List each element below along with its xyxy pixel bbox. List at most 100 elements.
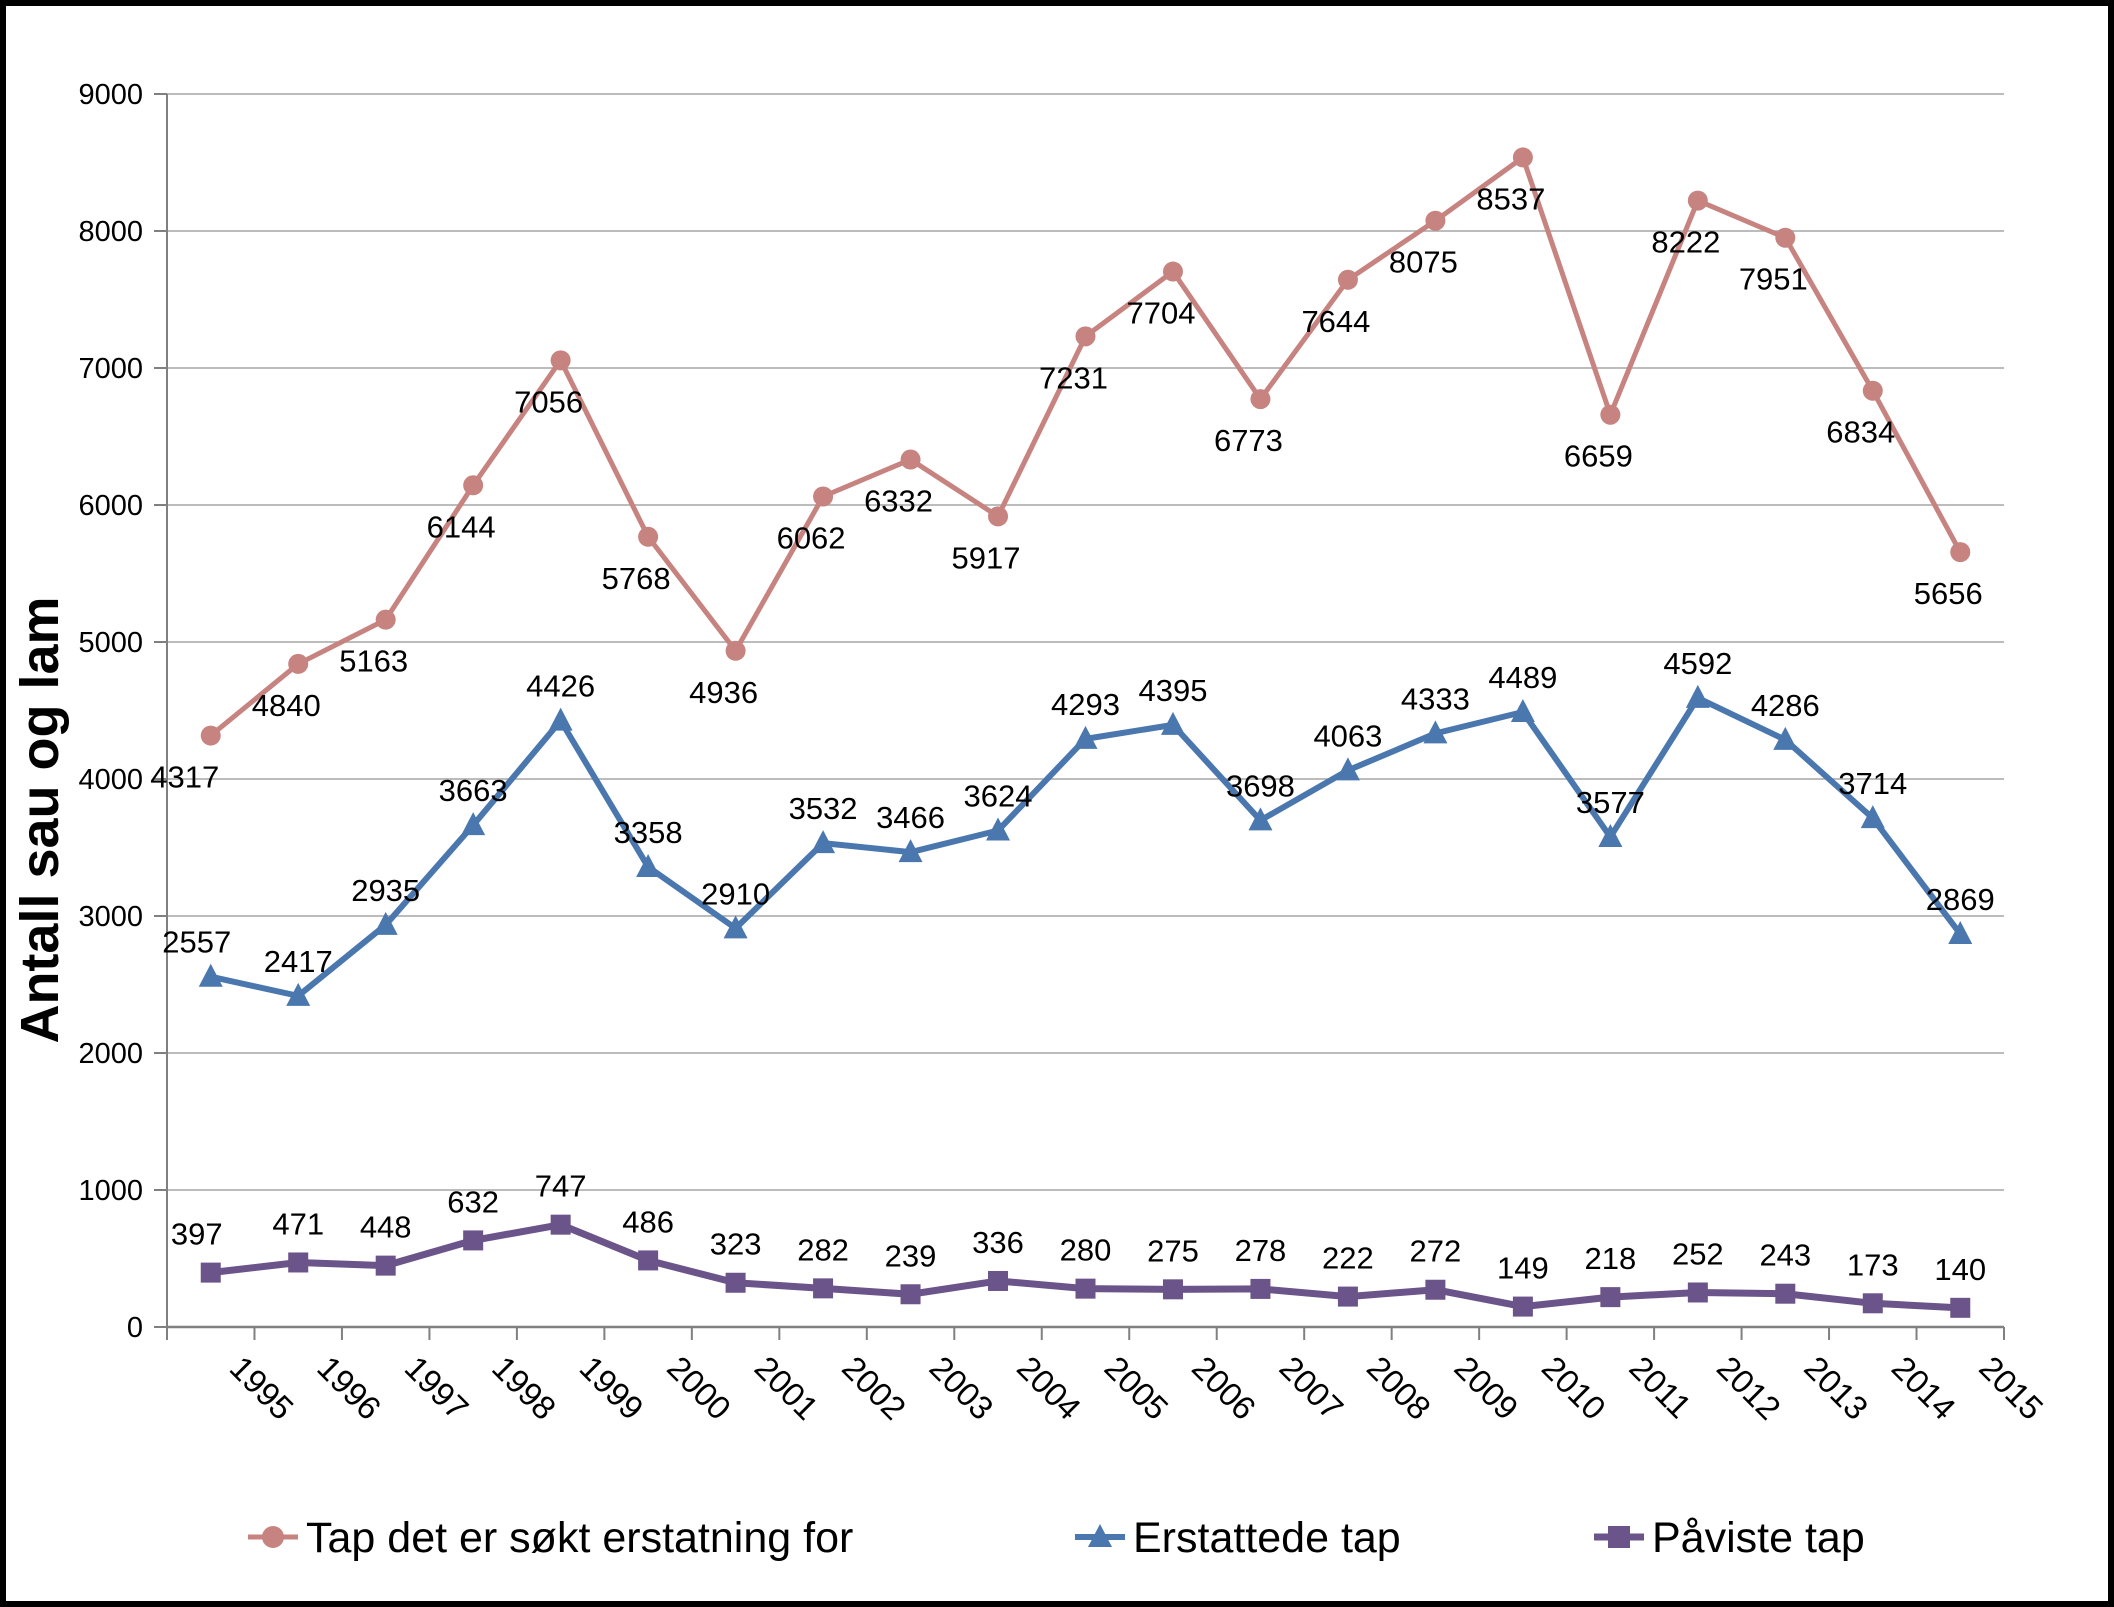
data-label: 2910 [701,876,770,911]
data-label: 8537 [1476,181,1545,216]
point-marker-triangle [1335,757,1360,781]
data-label: 4286 [1751,688,1820,723]
x-tick-label: 2015 [1972,1349,2050,1427]
x-tick-label-group: 2004 [1010,1349,1088,1427]
point-marker-square [1600,1287,1621,1308]
data-label: 448 [360,1210,412,1245]
data-label: 5656 [1914,576,1983,611]
data-label: 336 [972,1225,1024,1260]
point-marker-circle [1775,227,1796,248]
y-tick-label: 1000 [78,1175,143,1207]
x-tick-label: 2001 [748,1349,826,1427]
point-marker-circle [1512,147,1533,168]
data-label: 2557 [162,925,231,960]
data-label: 6144 [427,509,496,544]
point-marker-triangle [461,812,486,836]
point-marker-square [1425,1279,1446,1300]
x-tick-label-group: 2015 [1972,1349,2050,1427]
legend-item-1: Tap det er søkt erstatning for [248,1514,853,1562]
data-label: 4293 [1051,687,1120,722]
x-tick-label: 2000 [660,1349,738,1427]
point-marker-triangle [286,982,311,1006]
data-label: 5163 [339,644,408,679]
y-tick-label: 5000 [78,627,143,659]
data-label: 471 [272,1206,324,1241]
x-tick-label-group: 2009 [1447,1349,1525,1427]
x-tick-label: 1999 [573,1349,651,1427]
data-label: 6332 [864,484,933,519]
series-3: 397 471 448 632 747 486 323 282 239 336 280 275 278 2… [171,1169,1986,1318]
x-tick-label: 2002 [835,1349,913,1427]
point-marker-circle [725,640,746,661]
point-marker-circle [638,526,659,547]
data-label: 140 [1934,1252,1986,1287]
x-tick-label: 2005 [1098,1349,1176,1427]
point-marker-square [1337,1286,1358,1307]
point-marker-square [1075,1278,1096,1299]
point-marker-square [550,1214,571,1235]
point-marker-triangle [1073,725,1098,749]
point-marker-circle [1687,190,1708,211]
x-tick-label-group: 2002 [835,1349,913,1427]
point-marker-circle [1600,404,1621,425]
data-label: 5917 [952,540,1021,575]
data-label: 2417 [264,944,333,979]
data-label: 252 [1672,1236,1724,1271]
point-marker-triangle [1598,823,1623,847]
data-label: 2869 [1926,882,1995,917]
point-marker-square [813,1278,834,1299]
y-gridlines: 0 1000 2000 3000 4000 5000 6000 7000 8000 9000 [78,79,2004,1344]
data-label: 4840 [252,688,321,723]
point-marker-square [1250,1278,1271,1299]
data-label: 280 [1060,1233,1112,1268]
y-axis-title: Antall sau og lam [10,596,70,1043]
x-tick-label: 1996 [310,1349,388,1427]
x-tick-label-group: 2005 [1098,1349,1176,1427]
data-label: 747 [535,1169,587,1204]
point-marker-square [1862,1293,1883,1314]
data-label: 5768 [602,561,671,596]
data-label: 323 [710,1227,762,1262]
legend-label: Erstattede tap [1133,1514,1401,1562]
point-marker-square [463,1230,484,1251]
point-marker-square [900,1284,921,1305]
y-tick-label: 2000 [78,1038,143,1070]
data-label: 282 [797,1232,849,1267]
data-label: 3624 [964,779,1033,814]
y-tick-label: 3000 [78,901,143,933]
data-label: 3358 [614,815,683,850]
data-label: 4063 [1313,718,1382,753]
x-tick-label-group: 1997 [398,1349,476,1427]
point-marker-triangle [198,963,223,987]
y-axis-title-group: Antall sau og lam [10,596,70,1043]
x-tick-label: 2012 [1710,1349,1788,1427]
x-tick-label: 2007 [1273,1349,1351,1427]
point-marker-triangle [1423,720,1448,744]
x-tick-label: 2006 [1185,1349,1263,1427]
point-marker-square [638,1250,659,1271]
legend-label: Påviste tap [1652,1514,1865,1562]
data-label: 272 [1410,1234,1462,1269]
x-tick-label-group: 1995 [223,1349,301,1427]
data-label: 6062 [777,521,846,556]
data-label: 7231 [1039,360,1108,395]
data-label: 3532 [789,791,858,826]
point-marker-triangle [636,853,661,877]
point-marker-triangle [1160,711,1185,735]
data-label: 239 [885,1238,937,1273]
point-marker-square [988,1270,1009,1291]
data-label: 6834 [1826,415,1895,450]
x-tick-label: 2008 [1360,1349,1438,1427]
x-tick-label-group: 1998 [485,1349,563,1427]
x-tick-label-group: 2014 [1885,1349,1963,1427]
x-axis-labels: 1995 1996 1997 1998 1999 2000 2001 2002 2003 2004… [223,1349,2051,1427]
x-tick-label-group: 2003 [923,1349,1001,1427]
x-tick-label: 2013 [1797,1349,1875,1427]
point-marker-triangle [373,911,398,935]
data-label: 275 [1147,1233,1199,1268]
point-marker-triangle [986,817,1011,841]
x-tick-label-group: 2012 [1710,1349,1788,1427]
data-label: 222 [1322,1241,1374,1276]
point-marker-circle [200,725,221,746]
